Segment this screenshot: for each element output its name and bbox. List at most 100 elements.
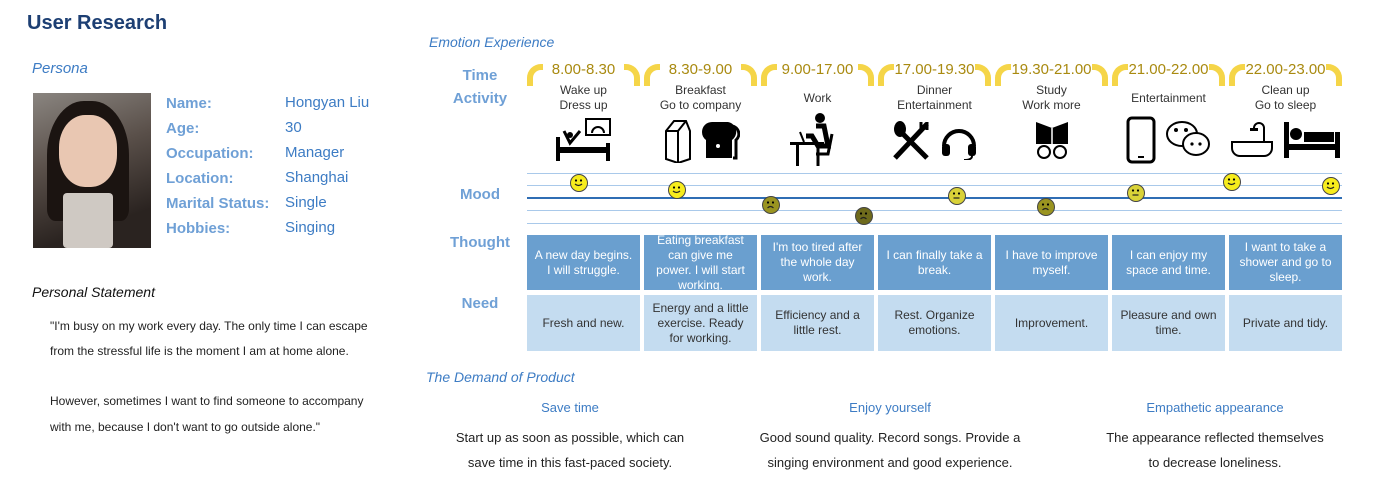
statement-line: with me, because I don't want to go outs… bbox=[50, 420, 321, 434]
time-label: 21.00-22.00 bbox=[1112, 61, 1225, 86]
bracket-right bbox=[741, 64, 757, 86]
row-label-mood: Mood bbox=[460, 186, 500, 203]
field-label: Location: bbox=[166, 170, 234, 187]
row-label-need: Need bbox=[461, 295, 499, 312]
demand-description: The appearance reflected themselves to de… bbox=[1055, 425, 1375, 475]
demand-title: Empathetic appearance bbox=[1146, 400, 1284, 415]
activity-line: Work more bbox=[1022, 98, 1081, 112]
thought-box: I'm too tired after the whole day work. bbox=[761, 235, 874, 290]
activity-label: Entertainment bbox=[1112, 82, 1225, 114]
book-glasses-icon bbox=[1032, 120, 1072, 165]
demand-line: Good sound quality. Record songs. Provid… bbox=[759, 430, 1021, 445]
bracket-right bbox=[1092, 64, 1108, 86]
time-label: 22.00-23.00 bbox=[1229, 61, 1342, 86]
mood-gridline bbox=[527, 185, 1342, 186]
thought-box: I have to improve myself. bbox=[995, 235, 1108, 290]
statement-line: However, sometimes I want to find someon… bbox=[50, 394, 364, 408]
demand-title: Enjoy yourself bbox=[849, 400, 931, 415]
demand-description: Start up as soon as possible, which can s… bbox=[410, 425, 730, 475]
bracket-left bbox=[527, 64, 543, 86]
activity-line: Go to sleep bbox=[1254, 98, 1317, 112]
field-label: Name: bbox=[166, 95, 212, 112]
activity-label: Clean up Go to sleep bbox=[1229, 82, 1342, 114]
time-text: 8.30-9.00 bbox=[668, 61, 733, 78]
activity-line: Go to company bbox=[659, 98, 742, 112]
phone-icon bbox=[1126, 116, 1156, 169]
demand-title: Save time bbox=[541, 400, 599, 415]
thought-box: I can enjoy my space and time. bbox=[1112, 235, 1225, 290]
row-label-activity: Activity bbox=[452, 90, 508, 107]
demand-line: The appearance reflected themselves bbox=[1106, 430, 1324, 445]
milk-carton-icon bbox=[662, 117, 692, 168]
mood-gridline bbox=[527, 210, 1342, 211]
time-label: 9.00-17.00 bbox=[761, 61, 874, 86]
field-value: Shanghai bbox=[285, 169, 349, 186]
thought-box: I want to take a shower and go to sleep. bbox=[1229, 235, 1342, 290]
sad-face-icon bbox=[1037, 198, 1055, 216]
bracket-right bbox=[858, 64, 874, 86]
demand-line: save time in this fast-paced society. bbox=[467, 455, 673, 470]
activity-label: Dinner Entertainment bbox=[878, 82, 991, 114]
activity-icons bbox=[995, 116, 1108, 168]
demand-line: singing environment and good experience. bbox=[767, 455, 1013, 470]
persona-heading: Persona bbox=[32, 60, 88, 77]
field-label: Occupation: bbox=[166, 145, 254, 162]
emotion-heading: Emotion Experience bbox=[429, 34, 555, 50]
bed-icon bbox=[1282, 120, 1342, 165]
bread-icon bbox=[700, 120, 740, 165]
row-label-thought: Thought bbox=[450, 234, 510, 251]
field-value: Manager bbox=[285, 144, 345, 161]
sad-face-icon bbox=[855, 206, 873, 225]
row-label-time: Time bbox=[462, 67, 498, 84]
happy-face-icon bbox=[570, 174, 588, 193]
activity-line: Clean up bbox=[1261, 83, 1310, 97]
activity-icons bbox=[878, 116, 991, 168]
activity-icons bbox=[644, 116, 757, 168]
page-title: User Research bbox=[27, 12, 168, 34]
activity-line: Dress up bbox=[559, 98, 608, 112]
bracket-left bbox=[1229, 64, 1245, 86]
thought-box: I can finally take a break. bbox=[878, 235, 991, 290]
bracket-left bbox=[644, 64, 660, 86]
need-box: Energy and a little exercise. Ready for … bbox=[644, 295, 757, 351]
activity-icons bbox=[761, 112, 874, 168]
need-box: Rest. Organize emotions. bbox=[878, 295, 991, 351]
demand-heading: The Demand of Product bbox=[426, 369, 575, 385]
time-text: 22.00-23.00 bbox=[1245, 61, 1326, 78]
mood-gridline bbox=[527, 173, 1342, 174]
bracket-right bbox=[975, 64, 991, 86]
bed-sunrise-icon bbox=[554, 117, 614, 168]
activity-label: Wake up Dress up bbox=[527, 82, 640, 114]
field-value: 30 bbox=[285, 119, 302, 136]
demand-line: to decrease loneliness. bbox=[1148, 455, 1282, 470]
persona-photo bbox=[33, 93, 151, 248]
need-box: Efficiency and a little rest. bbox=[761, 295, 874, 351]
person-at-laptop-icon bbox=[788, 112, 848, 173]
thought-box: A new day begins. I will struggle. bbox=[527, 235, 640, 290]
chat-icon bbox=[1164, 118, 1212, 167]
activity-label: Study Work more bbox=[995, 82, 1108, 114]
bracket-left bbox=[1112, 64, 1128, 86]
activity-icons bbox=[527, 116, 640, 168]
happy-face-icon bbox=[1322, 176, 1340, 195]
activity-line: Entertainment bbox=[1131, 90, 1206, 105]
field-value: Single bbox=[285, 194, 327, 211]
time-label: 8.30-9.00 bbox=[644, 61, 757, 86]
happy-face-icon bbox=[1223, 173, 1241, 191]
field-value: Singing bbox=[285, 219, 336, 236]
need-box: Fresh and new. bbox=[527, 295, 640, 351]
activity-line: Study bbox=[1036, 83, 1067, 97]
need-box: Pleasure and own time. bbox=[1112, 295, 1225, 351]
need-box: Improvement. bbox=[995, 295, 1108, 351]
field-value: Hongyan Liu bbox=[285, 94, 370, 111]
time-label: 19.30-21.00 bbox=[995, 61, 1108, 86]
mood-baseline bbox=[527, 197, 1342, 199]
field-label: Age: bbox=[166, 120, 200, 137]
activity-line: Wake up bbox=[560, 83, 607, 97]
activity-line: Dinner bbox=[916, 83, 953, 97]
bracket-right bbox=[1209, 64, 1225, 86]
happy-face-icon bbox=[668, 180, 686, 199]
time-text: 9.00-17.00 bbox=[781, 61, 854, 78]
need-box: Private and tidy. bbox=[1229, 295, 1342, 351]
activity-icons bbox=[1229, 116, 1342, 168]
